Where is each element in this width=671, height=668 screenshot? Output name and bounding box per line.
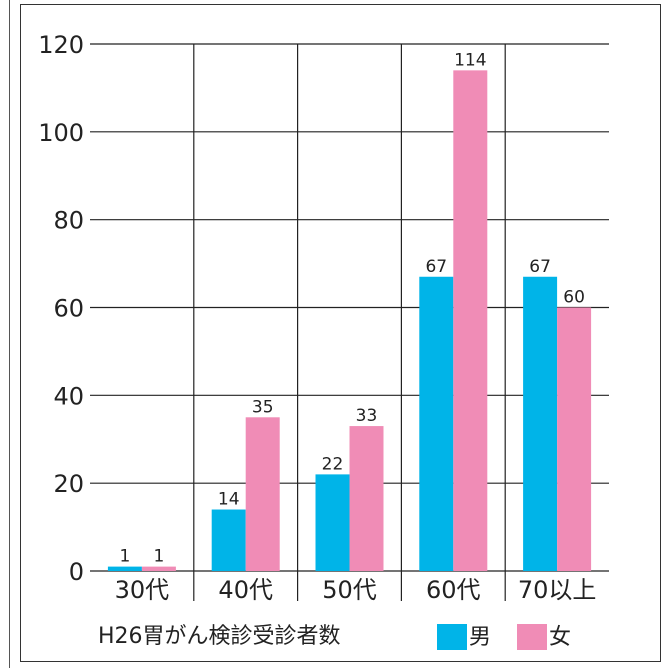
y-tick-label: 80 [53,207,84,235]
y-tick-label: 100 [38,119,84,147]
panel-left-edge [0,0,10,668]
y-tick-label: 0 [69,558,84,586]
bar-male [211,509,246,571]
bar-male [419,276,454,571]
x-category-label: 50代 [322,576,377,604]
data-label: 60 [563,288,585,308]
data-label: 67 [529,257,551,277]
chart-frame [20,4,661,662]
data-label: 1 [119,547,130,567]
data-label: 114 [454,50,486,70]
x-category-label: 30代 [115,576,170,604]
legend-label-male: 男 [469,625,491,650]
legend-swatch-female [517,624,547,650]
axis-layer: 0 20 40 60 80 100 120 30代 40代 50代 60代 70以上 [38,31,596,604]
bar-female [245,417,280,571]
x-category-label: 40代 [218,576,273,604]
y-tick-label: 120 [38,31,84,59]
bar-female [453,70,488,571]
bar-female [141,566,176,571]
x-category-label: 60代 [426,576,481,604]
legend-swatch-male [437,624,467,650]
data-label: 33 [356,406,378,426]
bars-layer [107,70,592,571]
data-label: 35 [252,397,274,417]
chart-title: H26胃がん検診受診者数 [98,624,341,649]
legend: H26胃がん検診受診者数 男 女 [98,624,571,650]
y-tick-label: 20 [53,470,84,498]
legend-label-female: 女 [549,625,571,650]
bar-female [349,426,384,571]
data-label: 14 [218,490,240,510]
data-label: 1 [153,547,164,567]
y-tick-label: 40 [53,382,84,410]
bar-male [523,276,558,571]
data-label: 22 [322,454,344,474]
y-tick-label: 60 [53,295,84,323]
bar-male [315,474,350,571]
data-label: 67 [425,257,447,277]
x-category-label: 70以上 [518,576,597,604]
bar-female [557,307,592,571]
bar-male [107,566,142,571]
